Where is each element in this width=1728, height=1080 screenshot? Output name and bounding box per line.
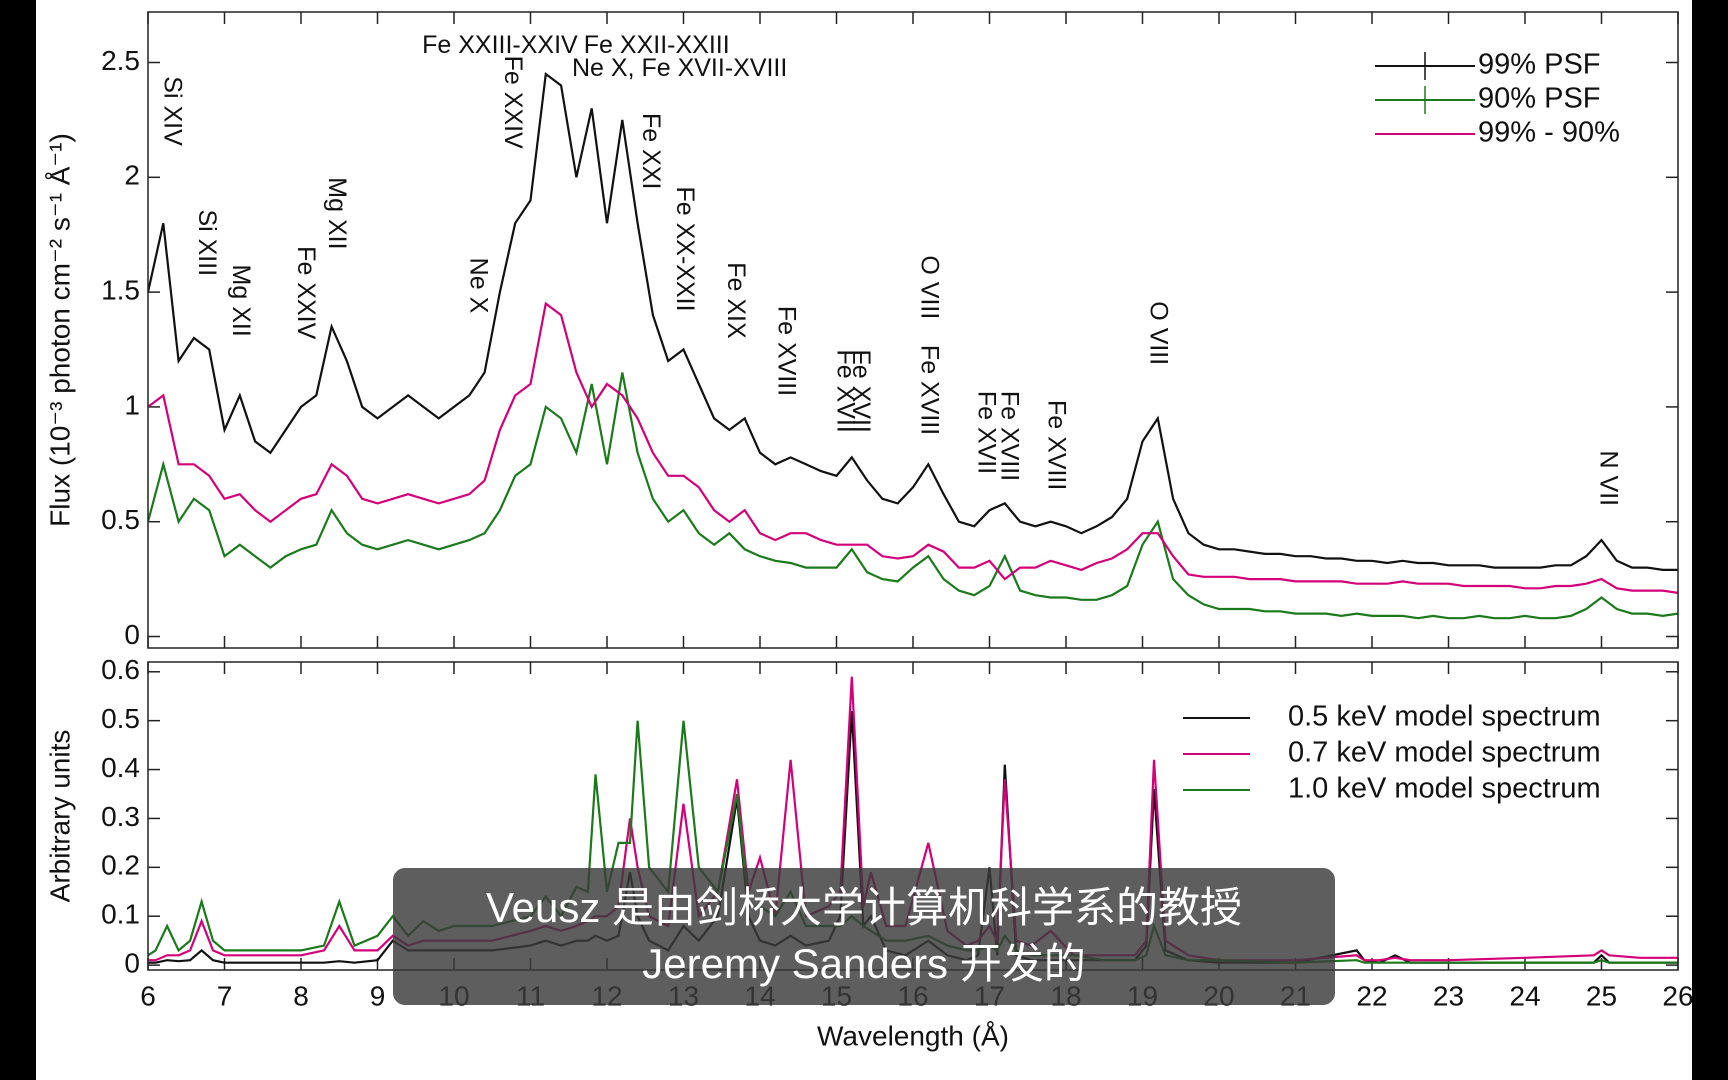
y-tick-label: 1.5	[101, 275, 140, 306]
x-tick-label: 9	[370, 980, 386, 1011]
legend-label: 99% - 90%	[1478, 117, 1620, 149]
plot-frame	[147, 11, 1679, 649]
line-annotation: Fe XVII	[832, 350, 860, 433]
caption-line: Veusz 是由剑桥大学计算机科学系的教授	[486, 884, 1242, 931]
y-tick-label: 0.1	[101, 899, 140, 930]
legend-label: 99% PSF	[1478, 49, 1601, 81]
x-tick-label: 26	[1662, 980, 1693, 1011]
line-annotation: Mg XII	[227, 265, 255, 337]
legend-label: 0.5 keV model spectrum	[1288, 701, 1601, 733]
y-tick-label: 0.2	[101, 850, 140, 881]
line-annotation: Fe XVIII	[1043, 400, 1071, 490]
line-annotation: Fe XVIII	[916, 345, 944, 435]
caption-line: Jeremy Sanders 开发的	[642, 940, 1085, 987]
x-tick-label: 6	[140, 980, 156, 1011]
y-tick-label: 0.5	[101, 703, 140, 734]
y-axis-label: Arbitrary units	[44, 730, 75, 903]
y-tick-label: 0.6	[101, 654, 140, 685]
x-tick-label: 23	[1433, 980, 1464, 1011]
y-tick-label: 0.5	[101, 504, 140, 535]
x-tick-label: 7	[217, 980, 233, 1011]
line-annotation: Fe XXIV	[292, 246, 320, 339]
y-tick-label: 0.3	[101, 801, 140, 832]
line-annotation: Fe XVII	[972, 391, 1000, 474]
x-axis-label: Wavelength (Å)	[817, 1020, 1009, 1051]
line-annotation: Fe XXIII-XXIV	[422, 31, 578, 59]
data-line	[148, 372, 1678, 620]
line-annotation: N VII	[1594, 451, 1622, 507]
x-tick-label: 24	[1509, 980, 1540, 1011]
line-annotation: Fe XXI	[637, 113, 665, 189]
x-tick-label: 22	[1356, 980, 1387, 1011]
line-annotation: Fe XVIII	[995, 391, 1023, 481]
line-annotation: Fe XX-XXII	[671, 186, 699, 311]
line-annotation: Si XIII	[193, 209, 221, 276]
caption-box	[393, 868, 1335, 1005]
x-tick-label: 8	[293, 980, 309, 1011]
line-annotation: O VIII	[1144, 301, 1172, 365]
line-annotation: Mg XII	[323, 177, 351, 249]
series-group	[148, 71, 1678, 620]
line-annotation: O VIII	[916, 255, 944, 319]
legend-label: 0.7 keV model spectrum	[1288, 737, 1601, 769]
line-annotation: Fe XVII	[847, 350, 875, 433]
line-annotation: Fe XXIV	[499, 56, 527, 149]
y-tick-label: 1	[124, 389, 140, 420]
data-line	[148, 71, 1678, 571]
caption-overlay: Veusz 是由剑桥大学计算机科学系的教授 Jeremy Sanders 开发的	[393, 868, 1335, 1005]
legend-label: 1.0 keV model spectrum	[1288, 773, 1601, 805]
legend-label: 90% PSF	[1478, 83, 1601, 115]
y-axis-label: Flux (10⁻³ photon cm⁻² s⁻¹ Å⁻¹)	[44, 133, 75, 527]
line-annotation: Fe XVIII	[773, 306, 801, 396]
x-tick-label: 25	[1586, 980, 1617, 1011]
y-tick-label: 2.5	[101, 45, 140, 76]
line-annotation: Si XIV	[158, 76, 186, 146]
line-annotation: Ne X	[464, 258, 492, 314]
line-annotation: Ne X, Fe XVII-XVIII	[572, 54, 787, 82]
line-annotation: Fe XIX	[722, 262, 750, 339]
data-line	[148, 301, 1678, 594]
y-tick-label: 0.4	[101, 752, 140, 783]
line-annotation: Fe XXII-XXIII	[584, 31, 730, 59]
y-tick-label: 2	[124, 160, 140, 191]
y-tick-label: 0	[124, 948, 140, 979]
y-tick-label: 0	[124, 619, 140, 650]
